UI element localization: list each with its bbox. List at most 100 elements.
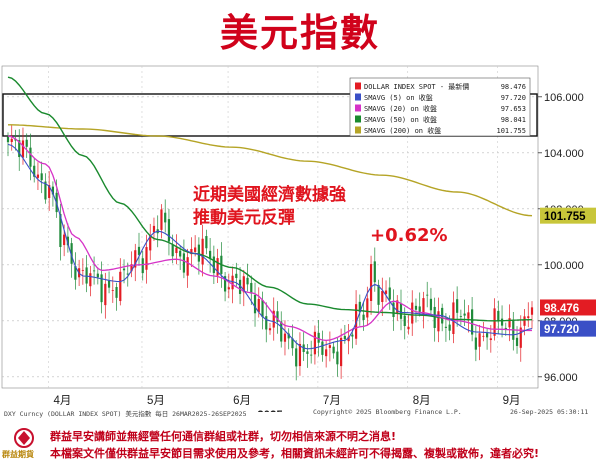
candle-body <box>530 307 534 315</box>
candle-body <box>426 294 429 296</box>
candle-body <box>358 301 361 313</box>
candle-body <box>328 345 331 348</box>
candle-body <box>268 328 272 331</box>
candle-body <box>414 305 418 310</box>
legend-value: 98.041 <box>501 116 526 124</box>
value-tag <box>540 299 596 316</box>
y-tick-label: 100.000 <box>544 260 584 272</box>
candle-body <box>85 267 88 284</box>
candle-body <box>141 258 144 274</box>
candle-body <box>467 312 470 319</box>
candle-body <box>433 306 436 328</box>
candle-body <box>25 139 28 147</box>
candle-body <box>223 276 227 292</box>
candle-body <box>137 246 141 255</box>
x-tick-label: 8月 <box>413 395 431 407</box>
candle-body <box>36 174 40 178</box>
legend-swatch <box>355 126 361 134</box>
sma5-line <box>7 143 533 350</box>
candle-body <box>209 250 212 260</box>
candle-body <box>343 335 346 340</box>
candle-body <box>429 298 433 311</box>
candle-body <box>287 333 290 339</box>
candle-body <box>81 269 84 271</box>
candle-body <box>298 343 302 367</box>
candle-body <box>508 318 511 328</box>
candle-body <box>201 238 204 265</box>
candle-body <box>478 333 481 347</box>
candle-body <box>48 185 51 198</box>
candle-body <box>238 279 242 294</box>
candle-body <box>160 209 163 230</box>
legend-value: 98.476 <box>501 83 526 91</box>
candle-body <box>392 302 395 318</box>
candle-body <box>497 310 500 322</box>
logo-icon <box>14 428 34 448</box>
candle-body <box>485 333 489 338</box>
candle-body <box>276 311 279 322</box>
candle-body <box>519 327 522 348</box>
value-tag <box>540 320 596 337</box>
candle-body <box>21 140 25 158</box>
candle-body <box>18 140 21 158</box>
candle-body <box>283 333 287 342</box>
candle-body <box>115 287 118 298</box>
candle-body <box>246 277 249 285</box>
candle-body <box>190 248 193 255</box>
x-tick-label: 4月 <box>53 395 71 407</box>
candle-body <box>407 326 410 330</box>
legend-swatch <box>355 93 361 101</box>
candle-body <box>523 316 526 326</box>
candle-body <box>197 244 200 262</box>
value-tag-label: 98.476 <box>544 303 579 315</box>
candle-body <box>418 306 421 312</box>
candle-body <box>182 253 186 273</box>
sma200-line <box>8 124 533 217</box>
candle-body <box>336 351 339 365</box>
candle-body <box>235 273 238 279</box>
y-tick-label: 104.000 <box>544 148 584 160</box>
candle-body <box>89 273 92 287</box>
candle-body <box>366 298 369 318</box>
y-tick-label: 106.000 <box>544 92 584 104</box>
logo-text: 群益期貨 <box>2 450 34 459</box>
footer <box>0 425 600 464</box>
candle-body <box>145 247 148 270</box>
y-tick-label: 96.000 <box>544 372 578 384</box>
candle-body <box>257 298 260 313</box>
candle-body <box>152 225 156 233</box>
candle-body <box>111 290 114 291</box>
candle-body <box>66 236 69 246</box>
highlight-band <box>2 93 538 137</box>
candle-body <box>14 139 17 141</box>
candle-body <box>51 186 55 195</box>
chart-source-text: DXY Curncy (DOLLAR INDEX SPOT) 美元指數 每日 2… <box>4 410 247 418</box>
candle-body <box>130 264 133 272</box>
candle-body <box>265 316 268 330</box>
candle-body <box>313 331 317 355</box>
legend-swatch <box>355 115 361 123</box>
value-tag <box>540 207 596 224</box>
candle-body <box>444 326 448 328</box>
candle-body <box>403 315 406 326</box>
candle-body <box>306 351 309 354</box>
candle-body <box>6 136 10 143</box>
legend-label: SMAVG (50) on 收盤 <box>364 115 437 124</box>
legend-label: SMAVG (200) on 收盤 <box>364 126 441 135</box>
footer-disclaimer-1: 群益早安講師並無經營任何通信群組或社群，切勿相信來源不明之消息! <box>50 430 397 443</box>
candle-body <box>70 243 73 264</box>
x-axis-label: 2025 <box>257 410 283 412</box>
value-tag-label: 101.755 <box>544 211 586 223</box>
candle-body <box>261 300 264 318</box>
candle-body <box>515 337 519 346</box>
legend-value: 101.755 <box>496 127 526 135</box>
x-tick-label: 7月 <box>323 395 341 407</box>
candle-body <box>216 258 219 276</box>
candle-body <box>272 310 275 328</box>
candle-body <box>396 300 399 314</box>
candle-body <box>74 266 77 280</box>
candle-body <box>212 256 215 274</box>
candle-body <box>332 346 335 354</box>
candle-body <box>321 341 324 355</box>
candle-body <box>489 338 492 341</box>
